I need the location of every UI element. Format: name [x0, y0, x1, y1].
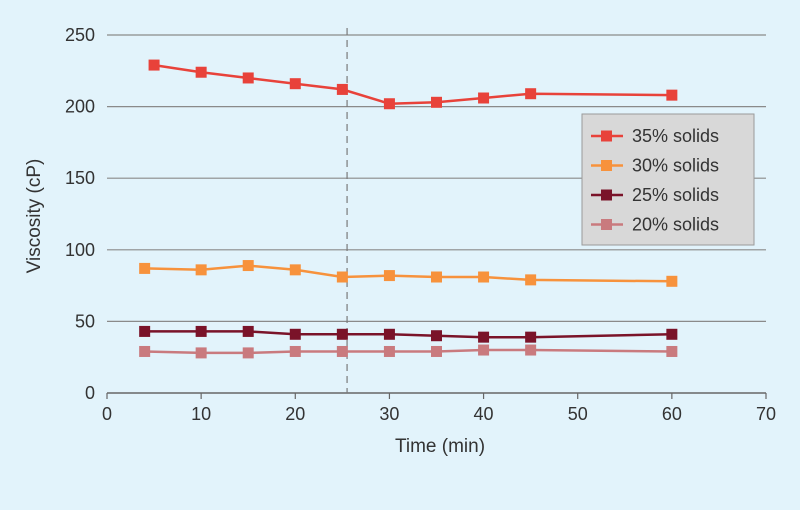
legend-label-1: 30% solids — [632, 156, 719, 176]
series-2-point-5 — [383, 328, 395, 340]
series-2-point-4 — [336, 328, 348, 340]
y-tick-label-3: 150 — [65, 168, 95, 188]
series-2-point-9 — [666, 328, 678, 340]
series-1-point-4 — [336, 271, 348, 283]
series-line-0 — [153, 63, 672, 105]
series-2-point-0 — [139, 325, 151, 337]
series-0-point-8 — [525, 88, 537, 100]
series-2-point-1 — [195, 325, 207, 337]
series-0 — [148, 59, 678, 110]
series-1-point-1 — [195, 264, 207, 276]
legend-marker-2 — [601, 189, 612, 201]
series-0-point-4 — [336, 83, 348, 95]
series-1-point-3 — [289, 264, 301, 276]
series-1-point-9 — [666, 275, 678, 287]
series-3-point-1 — [195, 347, 207, 359]
legend-label-3: 20% solids — [632, 215, 719, 235]
series-line-2 — [144, 330, 672, 339]
x-tick-labels: 0 10 20 30 40 50 60 70 — [102, 404, 776, 424]
y-tick-label-1: 50 — [75, 311, 95, 331]
legend-label-2: 25% solids — [632, 185, 719, 205]
y-tick-labels: 0 50 100 150 200 250 — [65, 25, 95, 403]
x-tick-label-5: 50 — [568, 404, 588, 424]
legend-marker-1 — [601, 160, 612, 171]
series-3-point-9 — [666, 345, 678, 357]
y-tick-label-5: 250 — [65, 25, 95, 45]
series-3-point-2 — [242, 347, 254, 359]
series-0-point-3 — [289, 78, 301, 90]
y-tick-label-4: 200 — [65, 97, 95, 117]
series-2-point-7 — [478, 331, 490, 343]
legend-marker-0 — [601, 130, 612, 142]
x-tick-label-1: 10 — [191, 404, 211, 424]
y-axis-label: Viscosity (cP) — [24, 159, 45, 274]
series-1-point-6 — [431, 271, 442, 283]
series-0-point-0 — [148, 59, 160, 71]
axes — [106, 392, 767, 399]
series-1-point-0 — [139, 262, 151, 274]
series-1-point-8 — [525, 274, 537, 286]
legend-items: 35% solids 30% solids 25% solids 20% solids — [591, 126, 719, 235]
series-3-point-7 — [478, 344, 490, 356]
series-3-point-4 — [336, 345, 348, 357]
series-3-point-3 — [289, 345, 301, 357]
series-2 — [139, 325, 678, 343]
series-0-point-2 — [242, 72, 254, 84]
series-0-point-1 — [195, 66, 207, 78]
legend-marker-3 — [601, 219, 612, 230]
data-series — [139, 59, 678, 359]
series-1-point-7 — [478, 271, 490, 283]
x-tick-label-2: 20 — [285, 404, 305, 424]
series-3-point-5 — [383, 345, 395, 357]
grid-lines — [107, 34, 766, 322]
series-0-point-7 — [478, 92, 490, 104]
series-2-point-2 — [242, 325, 254, 337]
series-2-point-8 — [525, 331, 537, 343]
series-0-point-6 — [431, 96, 442, 108]
series-1 — [139, 260, 678, 287]
series-3 — [139, 344, 678, 359]
x-tick-label-3: 30 — [379, 404, 399, 424]
series-3-point-0 — [139, 345, 151, 357]
series-1-point-5 — [383, 270, 395, 282]
series-0-point-5 — [383, 98, 395, 110]
series-3-point-8 — [525, 344, 537, 356]
series-line-1 — [144, 264, 672, 283]
series-line-3 — [144, 348, 672, 355]
series-2-point-6 — [431, 330, 442, 342]
legend: 35% solids 30% solids 25% solids 20% solids — [581, 113, 755, 246]
x-axis-label: Time (min) — [395, 436, 485, 457]
x-tick-label-4: 40 — [474, 404, 494, 424]
series-0-point-9 — [666, 89, 678, 101]
x-tick-label-7: 70 — [756, 404, 776, 424]
x-tick-label-0: 0 — [102, 404, 112, 424]
y-tick-label-2: 100 — [65, 240, 95, 260]
series-1-point-2 — [242, 260, 254, 272]
y-tick-label-0: 0 — [85, 383, 95, 403]
series-2-point-3 — [289, 328, 301, 340]
x-tick-label-6: 60 — [662, 404, 682, 424]
legend-label-0: 35% solids — [632, 126, 719, 146]
series-3-point-6 — [431, 345, 442, 357]
